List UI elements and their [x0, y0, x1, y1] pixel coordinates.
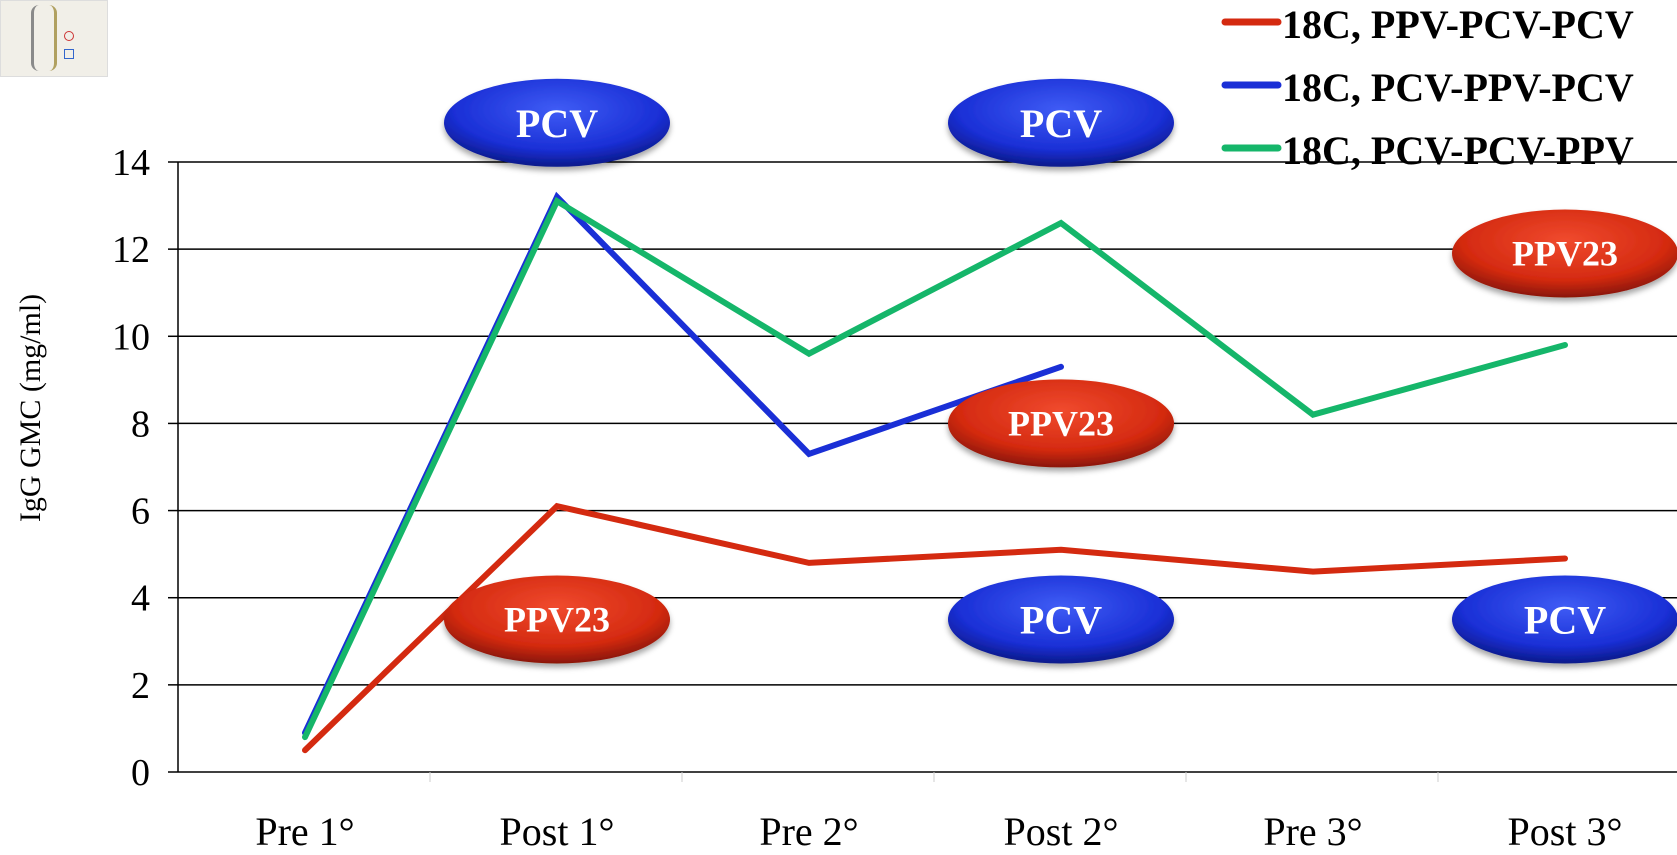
legend-entry: 18C, PCV-PCV-PPV: [1282, 128, 1634, 173]
y-tick-label: 12: [112, 229, 150, 271]
pill-shape: [1452, 209, 1677, 298]
legend-entry: 18C, PPV-PCV-PCV: [1282, 2, 1634, 47]
pill-shape: [948, 379, 1174, 468]
y-tick-label: 6: [131, 491, 150, 533]
pill-shape: [444, 78, 670, 167]
pcv-pill: PCV: [948, 78, 1174, 167]
annotation-pills: PCV PCV PPV23 PPV23 PPV23 PCV PCV: [444, 78, 1677, 664]
x-tick-label: Pre 3°: [1263, 809, 1362, 854]
series-line-1: [302, 502, 1568, 754]
axes: Pre 1° Post 1° Pre 2° Post 2° Pre 3° Post 3°: [177, 162, 1623, 854]
logo-badge-icon: [64, 49, 74, 59]
y-tick-label: 2: [131, 665, 150, 707]
x-tick-label: Post 2°: [1004, 809, 1119, 854]
logo-badge-icon: [64, 31, 74, 41]
x-tick-label: Post 1°: [500, 809, 615, 854]
legend-entry: 18C, PCV-PPV-PCV: [1282, 65, 1634, 110]
pcv-pill: PCV: [948, 575, 1174, 664]
pill-label: PPV23: [1512, 234, 1618, 274]
pill-label: PCV: [1020, 101, 1102, 146]
series-line-3: [302, 196, 1568, 741]
x-tick-label: Post 3°: [1508, 809, 1623, 854]
y-tick-label: 8: [131, 403, 150, 445]
pill-shape: [1452, 575, 1677, 664]
pcv-pill: PCV: [444, 78, 670, 167]
y-tick-label: 0: [131, 752, 150, 794]
pcv-pill: PCV: [1452, 575, 1677, 664]
pill-label: PCV: [1524, 598, 1606, 643]
pill-label: PPV23: [1008, 403, 1114, 443]
y-tick-label: 4: [131, 578, 150, 620]
y-tick-label: 14: [112, 142, 150, 184]
ppv23-pill: PPV23: [444, 575, 670, 664]
x-tick-label: Pre 1°: [255, 809, 354, 854]
logo: [0, 0, 108, 77]
pill-shape: [948, 78, 1174, 167]
pill-label: PPV23: [504, 600, 610, 640]
pill-shape: [444, 575, 670, 664]
y-axis-label: IgG GMC (mg/ml): [14, 294, 47, 522]
x-tick-label: Pre 2°: [759, 809, 858, 854]
pill-label: PCV: [516, 101, 598, 146]
ppv23-pill: PPV23: [948, 379, 1174, 468]
pill-shape: [948, 575, 1174, 664]
gridlines: 0 2 4 6 8 10 12 14: [112, 142, 1677, 794]
ppv23-pill: PPV23: [1452, 209, 1677, 298]
y-tick-label: 10: [112, 316, 150, 358]
legend: 18C, PPV-PCV-PCV 18C, PCV-PPV-PCV 18C, PCV…: [1221, 2, 1634, 173]
series-lines: [302, 191, 1568, 754]
pill-label: PCV: [1020, 598, 1102, 643]
caduceus-logo-icon: [31, 5, 57, 71]
